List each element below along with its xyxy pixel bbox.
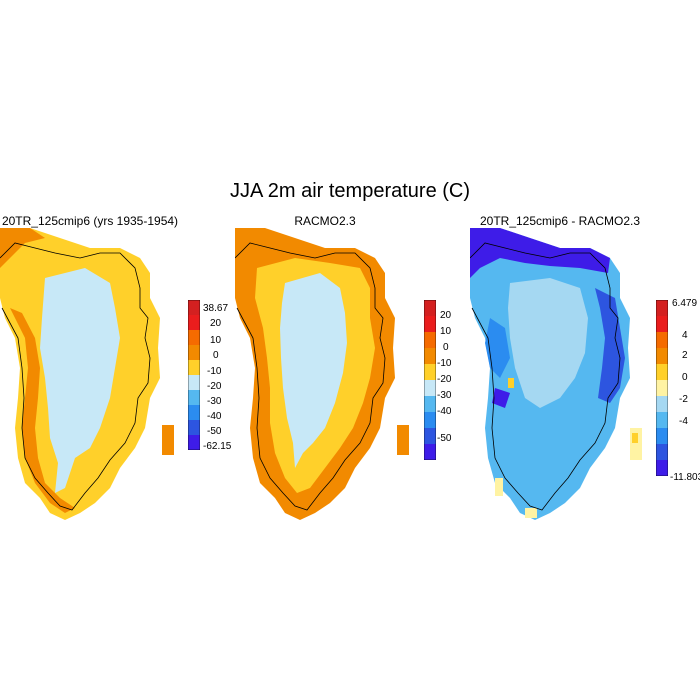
cbar-label: -40 [437,406,452,417]
cbar-label: 20 [210,318,222,329]
panel-title-model: 20TR_125cmip6 (yrs 1935-1954) [1,214,179,228]
cbar-label: -50 [207,426,222,437]
cbar-label: -40 [207,411,222,422]
cbar-label: -50 [437,433,452,444]
cbar-label: 0 [213,350,219,361]
cbar-label: 10 [210,335,222,346]
cbar-label: -20 [207,381,222,392]
map-diff [470,228,652,528]
colorbar-diff [656,300,668,476]
cbar-label: -30 [207,396,222,407]
cbar-label: -2 [679,394,688,405]
colorbar-racmo [424,300,436,460]
colorbar-model [188,300,200,450]
cbar-label: -30 [437,390,452,401]
cbar-label: 0 [682,372,688,383]
cbar-label: 4 [682,330,688,341]
cbar-label: 20 [440,310,452,321]
cbar-label: 2 [682,350,688,361]
cbar-label: 0 [443,342,449,353]
panel-title-racmo: RACMO2.3 [294,214,356,228]
cbar-label: -11.803 [670,472,700,483]
map-model [0,228,182,528]
cbar-label: -62.15 [203,441,232,452]
cbar-label: 6.479 [672,298,698,309]
cbar-label: -10 [207,366,222,377]
cbar-label: 38.67 [203,303,229,314]
cbar-label: 10 [440,326,452,337]
cbar-label: -20 [437,374,452,385]
figure-title: JJA 2m air temperature (C) [229,180,471,202]
cbar-label: -4 [679,416,688,427]
cbar-label: -10 [437,358,452,369]
map-racmo [235,228,417,528]
panel-title-diff: 20TR_125cmip6 - RACMO2.3 [479,214,641,228]
